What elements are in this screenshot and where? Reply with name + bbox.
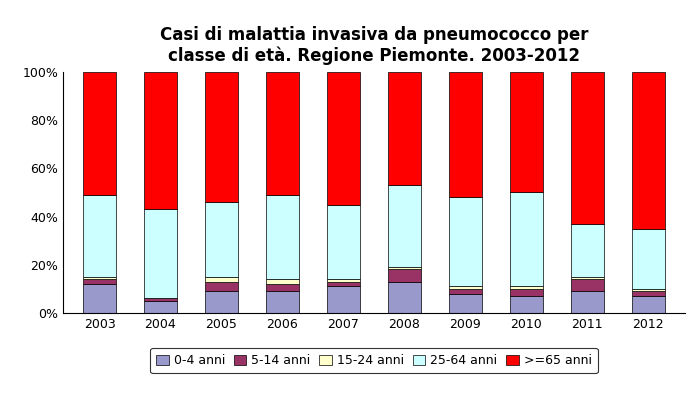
Bar xyxy=(449,72,482,197)
Bar xyxy=(82,195,116,277)
Bar xyxy=(510,289,543,296)
Bar xyxy=(82,279,116,284)
Bar xyxy=(326,72,360,205)
Bar xyxy=(632,296,665,313)
Bar xyxy=(632,72,665,229)
Bar xyxy=(82,277,116,279)
Bar xyxy=(632,289,665,291)
Bar xyxy=(266,72,299,195)
Bar xyxy=(449,289,482,294)
Bar xyxy=(632,291,665,296)
Bar xyxy=(449,197,482,286)
Bar xyxy=(388,72,421,185)
Bar xyxy=(326,282,360,286)
Bar xyxy=(570,224,604,277)
Bar xyxy=(144,298,178,301)
Bar xyxy=(82,72,116,195)
Bar xyxy=(205,72,238,202)
Bar xyxy=(570,72,604,224)
Bar xyxy=(266,284,299,291)
Bar xyxy=(205,282,238,291)
Bar xyxy=(449,286,482,289)
Bar xyxy=(510,296,543,313)
Bar xyxy=(326,205,360,279)
Bar xyxy=(266,291,299,313)
Bar xyxy=(144,209,178,298)
Bar xyxy=(326,286,360,313)
Bar xyxy=(510,192,543,286)
Bar xyxy=(570,279,604,291)
Bar xyxy=(82,284,116,313)
Bar xyxy=(266,279,299,284)
Legend: 0-4 anni, 5-14 anni, 15-24 anni, 25-64 anni, >=65 anni: 0-4 anni, 5-14 anni, 15-24 anni, 25-64 a… xyxy=(150,348,598,373)
Bar xyxy=(449,294,482,313)
Bar xyxy=(144,72,178,209)
Bar xyxy=(144,301,178,313)
Bar xyxy=(205,277,238,282)
Bar xyxy=(388,282,421,313)
Bar xyxy=(570,277,604,279)
Bar xyxy=(388,267,421,269)
Bar xyxy=(205,202,238,277)
Bar xyxy=(510,286,543,289)
Bar xyxy=(266,195,299,279)
Bar xyxy=(388,269,421,282)
Title: Casi di malattia invasiva da pneumococco per
classe di età. Regione Piemonte. 20: Casi di malattia invasiva da pneumococco… xyxy=(159,26,589,65)
Bar xyxy=(326,279,360,282)
Bar xyxy=(570,291,604,313)
Bar xyxy=(632,229,665,289)
Bar xyxy=(388,185,421,267)
Bar xyxy=(205,291,238,313)
Bar xyxy=(510,72,543,192)
